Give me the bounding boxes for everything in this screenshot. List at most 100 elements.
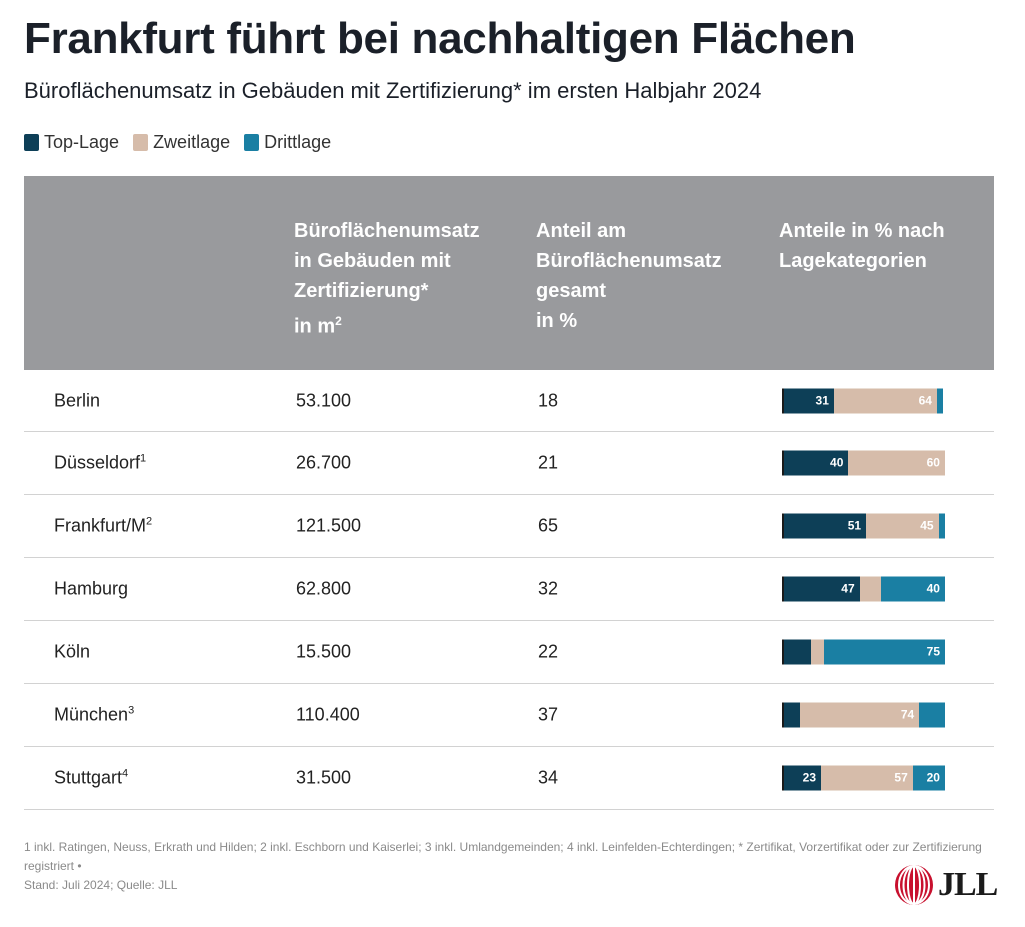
area-value: 121.500 [296,515,362,536]
bar-segment-zweitlage [800,702,920,728]
header-categories: Anteile in % nach Lagekategorien [779,220,945,272]
bar-segment-top-lage [784,639,812,665]
area-value: 110.400 [296,704,360,725]
stacked-bar: 51 45 [782,513,945,539]
bar-data-label: 40 [926,581,940,596]
bar-segment-drittlage [824,639,945,665]
share-value: 21 [538,452,559,473]
bar-segment-top-lage [784,765,822,791]
bar-data-label: 40 [830,455,844,470]
city-name: Köln [54,642,90,663]
bar-data-label: 64 [918,393,932,407]
bar-segment-top-lage [784,513,867,539]
legend-swatch [24,134,39,151]
bar-data-label: 31 [815,393,829,407]
area-value: 31.500 [296,767,352,788]
city-label: Düsseldorf [54,452,141,473]
stacked-bar: 40 60 [782,450,945,476]
legend: Top-Lage Zweitlage Drittlage [24,132,345,153]
share-value: 37 [538,704,559,725]
legend-label: Zweitlage [153,132,231,152]
legend-label: Top-Lage [44,132,120,152]
footnote: 1 inkl. Ratingen, Neuss, Erkrath und Hil… [24,838,984,895]
bar-segment-zweitlage [848,450,945,476]
city-label: Hamburg [54,578,129,599]
bar-segment-zweitlage [833,388,937,413]
city-footnote-marker: 3 [128,704,135,717]
share-value: 22 [538,641,559,662]
area-value: 26.700 [296,452,352,473]
stacked-bar: 31 64 [782,388,944,413]
stacked-bar: 75 [782,639,945,665]
bar-segment-top-lage [784,388,834,413]
bar-segment-zweitlage [866,513,939,539]
bar-data-label: 57 [894,770,908,785]
bar-segment-zweitlage [811,639,825,665]
legend-item: Zweitlage [133,132,230,153]
jll-logo: JLL [894,864,998,906]
bar-segment-top-lage [784,450,849,476]
stacked-bar: 74 [782,702,945,728]
share-value: 65 [538,515,559,536]
jll-logo-mark-icon [895,865,933,905]
area-value: 53.100 [296,390,352,410]
legend-swatch [244,134,260,151]
legend-item: Drittlage [244,132,331,153]
footnote-notes: 1 inkl. Ratingen, Neuss, Erkrath und Hil… [24,840,982,873]
legend-item: Top-Lage [24,132,119,153]
bar-segment-drittlage [936,388,944,413]
share-value: 18 [538,390,559,410]
header-share: Anteil am Büroflächenumsatz gesamt in % [536,220,722,332]
bar-data-label: 20 [926,770,940,785]
area-value: 15.500 [296,641,352,662]
city-footnote-marker: 4 [122,767,129,780]
share-value: 34 [538,767,559,788]
table-row: Hamburg 62.800 32 47 40 [24,558,994,621]
city-label: Frankfurt/M [54,515,147,536]
stacked-bar: 23 57 20 [782,765,945,791]
bar-segment-zweitlage [859,576,881,602]
city-name: Stuttgart4 [54,768,128,789]
city-label: Berlin [54,390,101,410]
table-row: Frankfurt/M2 121.500 65 51 45 [24,495,994,558]
bar-segment-drittlage [938,513,945,539]
area-value: 62.800 [296,578,352,599]
city-name: München3 [54,705,134,726]
bar-data-label: 45 [920,518,934,533]
bar-segment-top-lage [784,702,801,728]
bar-data-label: 51 [847,518,862,533]
chart-title: Frankfurt führt bei nachhaltigen Flächen [24,14,856,63]
bar-segment-zweitlage [821,765,913,791]
city-label: Stuttgart [54,767,123,788]
bar-segment-drittlage [912,765,945,791]
chart-subtitle: Büroflächenumsatz in Gebäuden mit Zertif… [24,78,762,103]
city-label: München [54,704,129,725]
bar-data-label: 47 [841,581,855,596]
bar-segment-top-lage [784,576,860,602]
jll-logo-text: JLL [938,866,998,903]
data-table: Büroflächenumsatz in Gebäuden mit Zertif… [24,176,994,810]
share-value: 32 [538,578,559,599]
table-body: Berlin 53.100 18 31 64 Düsseldorf1 26.700 21 40 6… [24,370,994,810]
table-row: Köln 15.500 22 75 [24,621,994,684]
table-row: Berlin 53.100 18 31 64 [24,370,994,432]
city-footnote-marker: 2 [146,515,153,528]
stacked-bar: 47 40 [782,576,945,602]
city-name: Frankfurt/M2 [54,516,152,537]
city-name: Berlin [54,390,100,411]
city-name: Düsseldorf1 [54,453,146,474]
header-area: Büroflächenumsatz in Gebäuden mit Zertif… [294,220,480,338]
bar-data-label: 75 [926,644,940,659]
table-row: Stuttgart4 31.500 34 23 57 20 [24,747,994,810]
bar-data-label: 60 [926,455,940,470]
table-row: Düsseldorf1 26.700 21 40 60 [24,432,994,495]
table-header: Büroflächenumsatz in Gebäuden mit Zertif… [24,176,994,370]
bar-segment-drittlage [880,576,945,602]
legend-swatch [133,134,149,151]
table-row: München3 110.400 37 74 [24,684,994,747]
city-name: Hamburg [54,579,128,600]
city-footnote-marker: 1 [140,452,147,465]
footnote-source: Stand: Juli 2024; Quelle: JLL [24,878,178,892]
bar-data-label: 74 [900,707,915,722]
legend-label: Drittlage [264,132,332,152]
